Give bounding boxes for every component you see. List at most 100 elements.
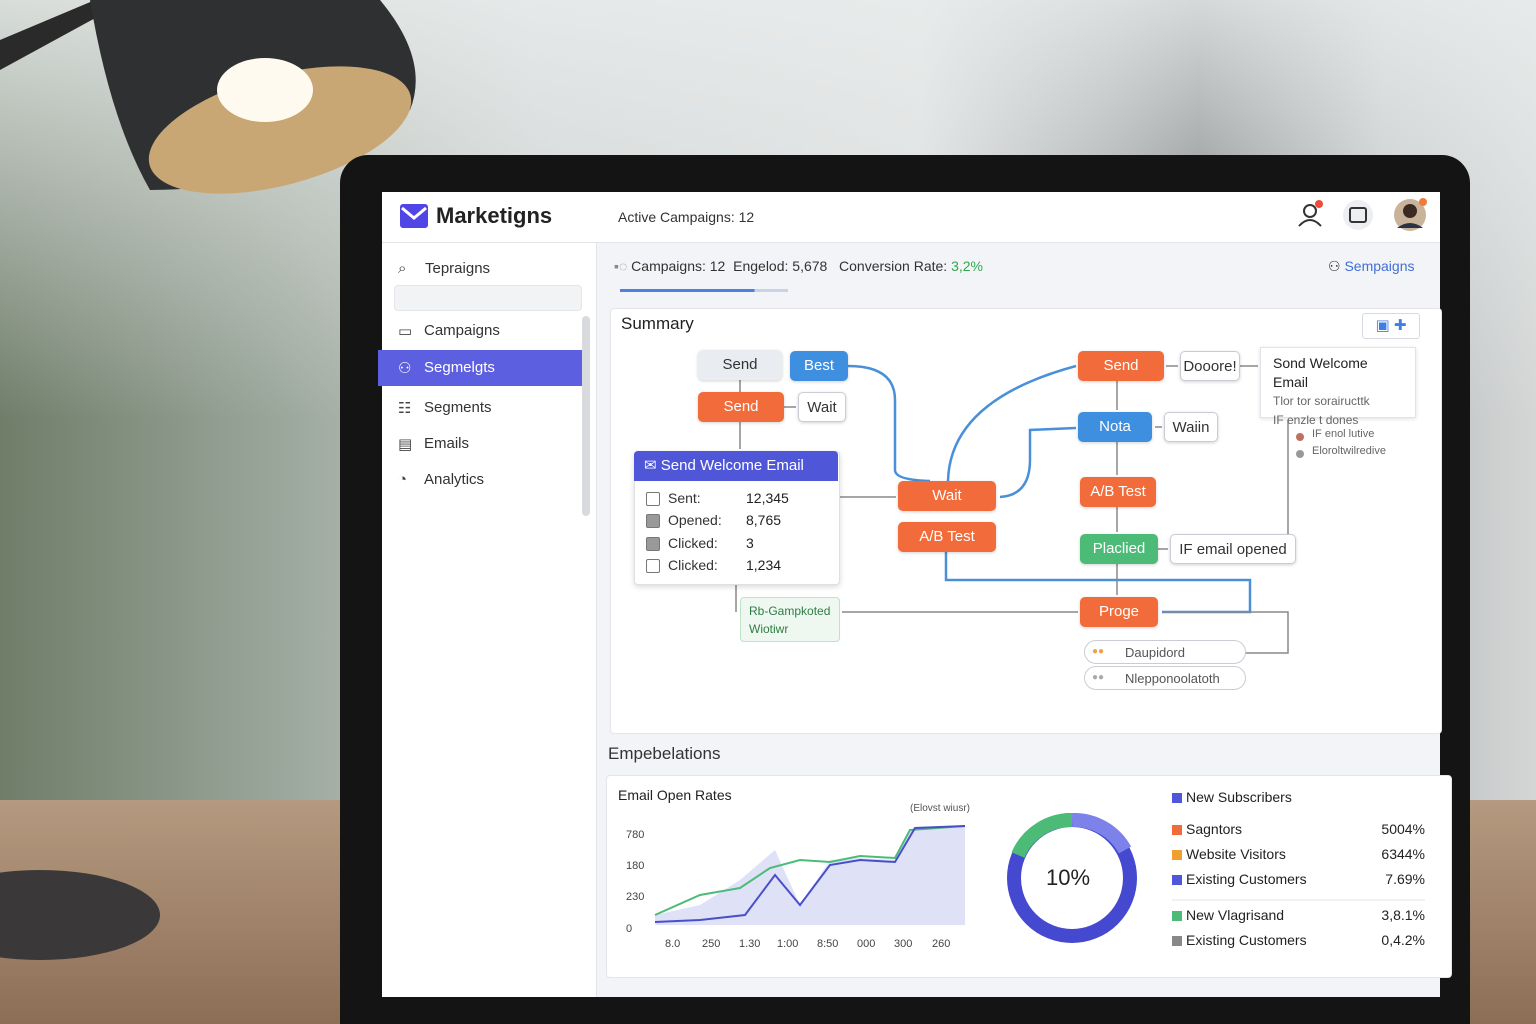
logo bbox=[400, 204, 428, 228]
header-bar bbox=[382, 192, 1440, 243]
row-icon bbox=[646, 559, 660, 573]
legend-swatch bbox=[1172, 911, 1182, 921]
shape bbox=[1419, 198, 1427, 206]
legend-text: IF enol lutive bbox=[1312, 428, 1375, 440]
green-note: Rb-Gampkoted Wiotiwr bbox=[740, 597, 840, 642]
user-icon: ⚇ bbox=[1328, 258, 1345, 274]
stat-label: Engelod: bbox=[733, 258, 789, 274]
flow-node[interactable]: Placlied bbox=[1080, 534, 1158, 564]
legend-value: 0,4.2% bbox=[1381, 932, 1425, 948]
flow-node[interactable]: Wait bbox=[798, 392, 846, 422]
pill-dots: ●● bbox=[1092, 672, 1105, 683]
row-value: 3 bbox=[746, 535, 754, 551]
legend-name: Sagntors bbox=[1186, 821, 1243, 837]
flow-node[interactable]: A/B Test bbox=[898, 522, 996, 552]
sidebar-icon: ▤ bbox=[398, 436, 413, 453]
legend-value: 6344% bbox=[1381, 846, 1425, 862]
row-icon bbox=[646, 514, 660, 528]
panel-tools[interactable]: ▣ ✚ bbox=[1362, 313, 1420, 339]
sidebar-item[interactable]: Segmelgts bbox=[424, 359, 495, 376]
sidebar-item[interactable]: Campaigns bbox=[424, 322, 500, 339]
stat-value: 5,678 bbox=[792, 258, 828, 274]
flow-node[interactable]: Wait bbox=[898, 481, 996, 511]
shape bbox=[1315, 200, 1323, 208]
email-card-header: ✉ Send Welcome Email bbox=[634, 451, 838, 481]
note-title: Sond Welcome Email bbox=[1273, 355, 1368, 390]
stats: ▪◌ Campaigns: 12 Engelod: 5,678 Conversi… bbox=[614, 258, 983, 274]
flow-node[interactable]: Daupidord bbox=[1084, 640, 1246, 664]
note-line: IF enzle t dones bbox=[1273, 413, 1359, 427]
sidebar-item[interactable]: Analytics bbox=[424, 471, 485, 488]
y-tick-label: 780 bbox=[626, 829, 645, 841]
note-line: Tlor tor sorairucttk bbox=[1273, 394, 1370, 408]
link-text[interactable]: Sempaigns bbox=[1344, 258, 1415, 274]
x-tick-label: 8:50 bbox=[817, 938, 839, 950]
row-label: Opened: bbox=[668, 512, 722, 528]
pill-dots: ●● bbox=[1092, 646, 1105, 657]
sidebar-item[interactable]: Segments bbox=[424, 399, 492, 416]
shape bbox=[1403, 204, 1417, 218]
x-tick-label: 8.0 bbox=[665, 938, 681, 950]
active-campaigns: Active Campaigns: 12 bbox=[618, 209, 755, 225]
flow-node[interactable]: Best bbox=[790, 351, 848, 381]
shape bbox=[1298, 219, 1322, 227]
note-line: Wiotiwr bbox=[749, 622, 789, 636]
flow-node[interactable]: Send bbox=[698, 392, 784, 422]
stats-link[interactable]: ⚇ Sempaigns bbox=[1328, 258, 1415, 275]
sidebar-icon: ☷ bbox=[398, 400, 412, 417]
stat-value: 3,2% bbox=[951, 258, 983, 274]
sidebar-icon: ◔ bbox=[398, 471, 408, 488]
row-value: 1,234 bbox=[746, 557, 782, 573]
stat-label: Conversion Rate: bbox=[839, 258, 948, 274]
shape bbox=[400, 204, 428, 228]
legend-value: 7.69% bbox=[1385, 871, 1425, 887]
y-tick-label: 180 bbox=[626, 860, 645, 872]
flow-node[interactable]: A/B Test bbox=[1080, 477, 1156, 507]
sidebar-icon: ⌕ bbox=[398, 260, 407, 277]
legend-name: New Vlagrisand bbox=[1186, 907, 1285, 923]
sidebar-item[interactable]: Tepraigns bbox=[425, 260, 491, 277]
y-tick-label: 0 bbox=[626, 923, 633, 935]
sidebar-icon: ⚇ bbox=[398, 360, 412, 377]
x-tick-label: 1:00 bbox=[777, 938, 799, 950]
flow-node[interactable]: Nota bbox=[1078, 412, 1152, 442]
legend-swatch bbox=[1172, 793, 1182, 803]
flow-node[interactable]: Dooore! bbox=[1180, 351, 1240, 381]
chart-title: Email Open Rates bbox=[618, 787, 732, 803]
shape bbox=[1071, 812, 1132, 854]
legend-text: Eloroltwilredive bbox=[1312, 445, 1386, 457]
section-title: Empebelations bbox=[608, 744, 721, 763]
stats-underline bbox=[620, 289, 788, 292]
header-icons[interactable] bbox=[1295, 198, 1435, 236]
flow-node[interactable]: Send bbox=[1078, 351, 1164, 381]
flow-node[interactable]: Waiin bbox=[1164, 412, 1218, 442]
sidebar-item[interactable]: Emails bbox=[424, 435, 470, 452]
shape bbox=[999, 426, 1077, 499]
sidebar-icon: ▭ bbox=[398, 323, 413, 340]
legend-value: 5004% bbox=[1381, 821, 1425, 837]
flow-node[interactable]: Proge bbox=[1080, 597, 1158, 627]
summary-title: Summary bbox=[621, 314, 694, 333]
flow-node[interactable]: Send bbox=[698, 350, 782, 380]
flow-node[interactable]: Nlepponoolatoth bbox=[1084, 666, 1246, 690]
stats-icon: ▪◌ bbox=[614, 258, 632, 274]
legend-swatch bbox=[1172, 936, 1182, 946]
x-tick-label: 250 bbox=[702, 938, 721, 950]
legend-header: New Subscribers bbox=[1186, 789, 1292, 805]
chart-note: (Elovst wiusr) bbox=[910, 803, 971, 814]
shape bbox=[1011, 812, 1073, 859]
note-card: Sond Welcome Email Tlor tor sorairucttk IF… bbox=[1260, 347, 1416, 427]
legend-name: Website Visitors bbox=[1186, 846, 1286, 862]
legend-dot bbox=[1296, 450, 1304, 458]
sidebar-search[interactable] bbox=[394, 285, 582, 311]
y-tick-label: 230 bbox=[626, 891, 645, 903]
legend-name: Existing Customers bbox=[1186, 932, 1307, 948]
note-line: Rb-Gampkoted bbox=[749, 604, 831, 618]
stat-label: Campaigns: bbox=[631, 258, 706, 274]
mail-icon: ✉ bbox=[644, 457, 661, 474]
legend-swatch bbox=[1172, 825, 1182, 835]
shape bbox=[148, 66, 412, 194]
flow-node[interactable]: IF email opened bbox=[1170, 534, 1296, 564]
